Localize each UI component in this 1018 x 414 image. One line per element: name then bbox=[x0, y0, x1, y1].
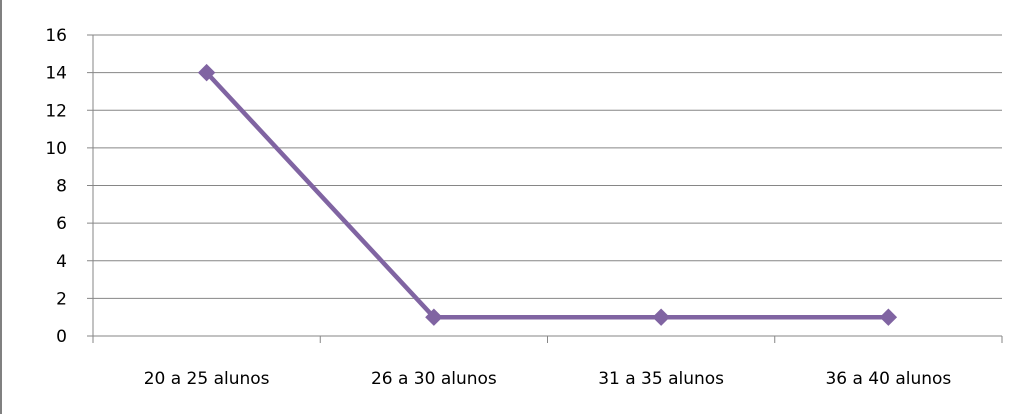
x-category-label: 31 a 35 alunos bbox=[598, 369, 724, 389]
y-tick-label: 2 bbox=[56, 289, 67, 309]
data-point-marker bbox=[197, 63, 216, 82]
y-tick-label: 8 bbox=[56, 177, 67, 197]
x-category-label: 36 a 40 alunos bbox=[825, 369, 951, 389]
y-tick-label: 14 bbox=[45, 64, 67, 84]
data-point-markers bbox=[197, 63, 898, 326]
x-category-label: 26 a 30 alunos bbox=[371, 369, 497, 389]
x-category-label: 20 a 25 alunos bbox=[144, 369, 270, 389]
y-tick-label: 12 bbox=[45, 101, 67, 121]
data-point-marker bbox=[425, 308, 443, 326]
gridlines bbox=[93, 34, 1002, 299]
data-point-marker bbox=[652, 308, 670, 326]
y-tick-label: 10 bbox=[45, 139, 67, 159]
y-tick-labels: 0 2 4 6 8 10 12 14 16 bbox=[45, 26, 67, 347]
y-tick-label: 4 bbox=[56, 252, 67, 272]
y-tick-label: 16 bbox=[45, 26, 67, 46]
series-line bbox=[204, 70, 891, 320]
series-lines bbox=[204, 70, 891, 320]
data-point-marker bbox=[879, 308, 898, 326]
axes bbox=[87, 34, 1003, 343]
y-tick-label: 0 bbox=[56, 327, 67, 347]
y-tick-label: 6 bbox=[56, 214, 67, 234]
x-category-labels: 20 a 25 alunos 26 a 30 alunos 31 a 35 alun… bbox=[144, 369, 952, 389]
